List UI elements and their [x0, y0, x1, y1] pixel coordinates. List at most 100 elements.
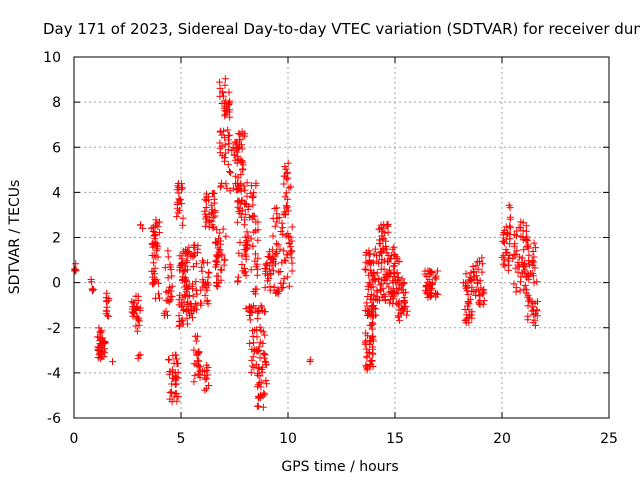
y-tick-label: -4	[47, 366, 61, 382]
data-point	[529, 248, 537, 255]
data-point	[382, 243, 390, 250]
data-point	[165, 287, 173, 295]
data-point	[387, 270, 395, 278]
data-point	[501, 262, 509, 270]
data-point	[197, 263, 205, 271]
data-point	[151, 264, 159, 272]
data-point	[265, 248, 273, 256]
data-point	[186, 311, 193, 319]
data-point	[462, 284, 470, 292]
data-point	[242, 305, 250, 313]
data-point	[244, 205, 252, 213]
data-point	[472, 291, 480, 299]
data-point	[235, 129, 243, 137]
data-point	[254, 254, 262, 262]
data-point	[191, 372, 199, 380]
data-point	[203, 367, 211, 374]
data-point	[156, 294, 163, 302]
data-point	[94, 346, 102, 354]
data-point	[248, 308, 256, 316]
data-point	[366, 266, 374, 274]
data-point	[259, 339, 267, 347]
data-point	[201, 386, 209, 394]
data-point	[252, 179, 260, 187]
data-point	[199, 276, 207, 284]
data-point	[361, 265, 369, 273]
data-point	[204, 273, 212, 281]
data-point	[213, 226, 221, 234]
data-point	[258, 303, 266, 311]
y-tick-label: 8	[52, 95, 61, 111]
data-point	[224, 136, 232, 144]
data-point	[229, 143, 237, 151]
data-point	[177, 299, 185, 307]
data-point	[261, 357, 269, 365]
data-point	[288, 267, 296, 275]
data-point	[178, 200, 186, 208]
data-point	[478, 268, 486, 276]
data-point	[282, 204, 290, 212]
data-point	[224, 146, 232, 154]
data-point	[284, 159, 292, 167]
data-point	[238, 166, 246, 174]
data-point	[523, 237, 531, 244]
data-point	[261, 284, 269, 292]
data-point	[246, 340, 254, 347]
data-point	[178, 180, 185, 188]
data-point	[179, 267, 187, 275]
data-point	[183, 283, 191, 291]
data-point	[168, 292, 176, 300]
data-point	[136, 307, 144, 314]
data-point	[216, 78, 224, 86]
data-point	[364, 349, 372, 357]
x-tick-label: 10	[279, 431, 297, 447]
data-point	[428, 281, 436, 289]
data-point	[504, 257, 512, 265]
data-point	[224, 126, 232, 134]
data-point	[148, 240, 156, 248]
data-point	[254, 383, 262, 391]
data-point	[214, 283, 222, 291]
data-point	[184, 252, 192, 260]
data-point	[239, 132, 247, 140]
data-point	[385, 283, 393, 291]
data-point	[377, 280, 385, 288]
data-point	[168, 272, 176, 280]
data-point	[277, 228, 285, 235]
data-point	[533, 306, 541, 314]
data-point	[202, 204, 210, 211]
data-point	[524, 316, 532, 324]
data-point	[247, 303, 255, 311]
data-point	[174, 374, 182, 382]
data-point	[273, 248, 281, 256]
data-point	[173, 397, 181, 405]
data-point	[205, 218, 213, 226]
data-point	[259, 349, 267, 357]
data-point	[468, 314, 476, 322]
data-point	[230, 151, 238, 159]
data-point	[362, 266, 370, 274]
data-point	[271, 222, 279, 230]
data-point	[398, 275, 406, 283]
data-point	[236, 239, 244, 246]
data-point	[391, 290, 399, 298]
data-point	[269, 232, 277, 240]
data-point	[161, 264, 169, 272]
data-point	[402, 288, 410, 296]
data-point	[183, 266, 191, 274]
data-point	[222, 180, 230, 188]
data-point	[149, 273, 157, 281]
data-point	[178, 316, 186, 324]
data-point	[286, 233, 294, 241]
data-point	[522, 227, 530, 235]
data-point	[516, 287, 524, 295]
data-point	[509, 255, 517, 263]
data-point	[271, 205, 279, 212]
data-point	[205, 210, 213, 218]
data-point	[532, 321, 539, 329]
data-point	[210, 199, 218, 207]
data-point	[371, 305, 379, 313]
data-point	[109, 358, 116, 366]
data-point	[499, 260, 507, 268]
